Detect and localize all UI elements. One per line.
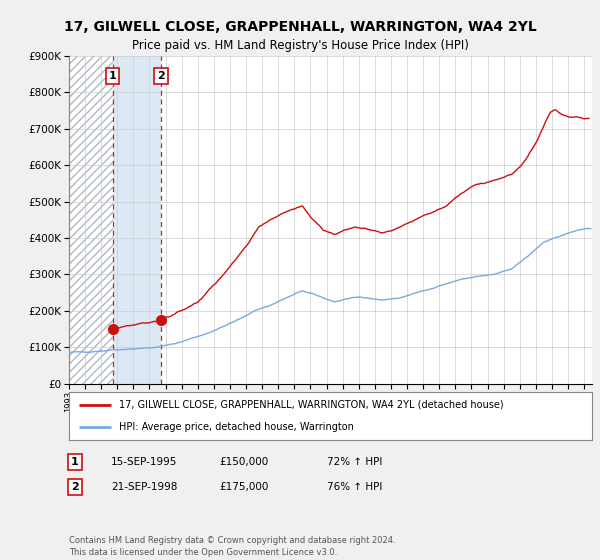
- Bar: [69, 56, 113, 384]
- Text: 76% ↑ HPI: 76% ↑ HPI: [327, 482, 382, 492]
- Text: 17, GILWELL CLOSE, GRAPPENHALL, WARRINGTON, WA4 2YL (detached house): 17, GILWELL CLOSE, GRAPPENHALL, WARRINGT…: [119, 400, 503, 410]
- Text: 1: 1: [109, 71, 116, 81]
- Text: 17, GILWELL CLOSE, GRAPPENHALL, WARRINGTON, WA4 2YL: 17, GILWELL CLOSE, GRAPPENHALL, WARRINGT…: [64, 20, 536, 34]
- Text: 2: 2: [157, 71, 165, 81]
- Text: Contains HM Land Registry data © Crown copyright and database right 2024.
This d: Contains HM Land Registry data © Crown c…: [69, 536, 395, 557]
- Text: 2: 2: [71, 482, 79, 492]
- Text: 15-SEP-1995: 15-SEP-1995: [111, 457, 178, 467]
- Bar: [113, 56, 161, 384]
- Text: 21-SEP-1998: 21-SEP-1998: [111, 482, 178, 492]
- Text: £150,000: £150,000: [219, 457, 268, 467]
- Text: 1: 1: [71, 457, 79, 467]
- Text: 72% ↑ HPI: 72% ↑ HPI: [327, 457, 382, 467]
- Text: Price paid vs. HM Land Registry's House Price Index (HPI): Price paid vs. HM Land Registry's House …: [131, 39, 469, 52]
- Text: HPI: Average price, detached house, Warrington: HPI: Average price, detached house, Warr…: [119, 422, 353, 432]
- Text: £175,000: £175,000: [219, 482, 268, 492]
